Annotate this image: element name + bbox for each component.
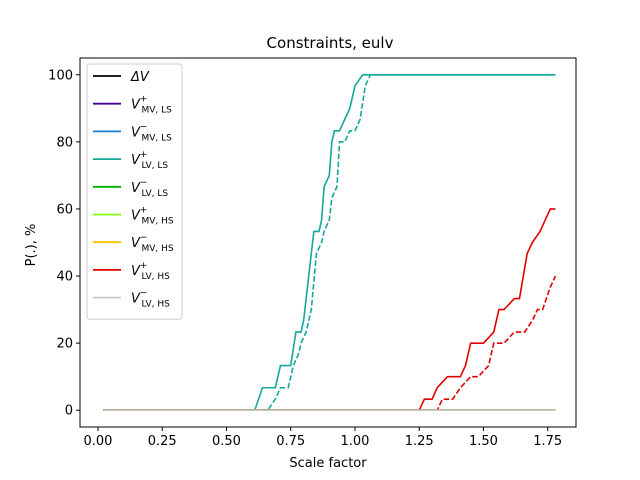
y-tick-label: 20 (56, 337, 73, 352)
x-tick-label: 0.25 (148, 434, 177, 449)
series-line-8 (103, 208, 556, 412)
series-line-3 (103, 73, 556, 412)
legend: ΔV V+ MV, LS V− MV, LS V+ LV, LS V− LV, LS V+ MV, … (86, 63, 183, 320)
legend-entry: ΔV (130, 70, 150, 85)
x-tick-label: 0.00 (84, 434, 113, 449)
legend-entry: V+ LV, LS (131, 150, 168, 171)
chart-title: Constraints, eulv (267, 34, 394, 52)
y-tick-label: 40 (56, 270, 73, 285)
x-tick-label: 0.50 (212, 434, 241, 449)
series-line-4 (103, 73, 556, 412)
legend-entry: V− MV, LS (131, 122, 172, 143)
y-tick-label: 80 (56, 135, 73, 150)
x-tick-label: 1.50 (469, 434, 498, 449)
axes-frame (79, 57, 577, 428)
x-tick-label: 1.75 (533, 434, 562, 449)
y-axis-label: P(.), % (24, 224, 39, 267)
legend-box (86, 63, 183, 320)
x-tick-label: 1.00 (341, 434, 370, 449)
legend-entry: V+ LV, HS (131, 261, 170, 282)
y-tick-label: 0 (65, 404, 73, 419)
x-axis-label: Scale factor (289, 456, 367, 471)
y-tick-label: 60 (56, 202, 73, 217)
legend-entry: V− LV, HS (131, 289, 170, 310)
x-tick-label: 1.25 (405, 434, 434, 449)
legend-entry: V+ MV, LS (131, 95, 172, 116)
x-tick-label: 0.75 (276, 434, 305, 449)
plot-area: 0.00 0.25 0.50 0.75 1.00 1.25 1.50 1.75 0 20 40 60 8… (48, 57, 577, 449)
legend-entry: V− LV, LS (131, 178, 168, 199)
y-tick-label: 100 (48, 68, 73, 83)
series-line-9 (103, 275, 557, 412)
legend-entry: V− MV, HS (131, 233, 174, 254)
legend-entry: V+ MV, HS (131, 206, 174, 227)
